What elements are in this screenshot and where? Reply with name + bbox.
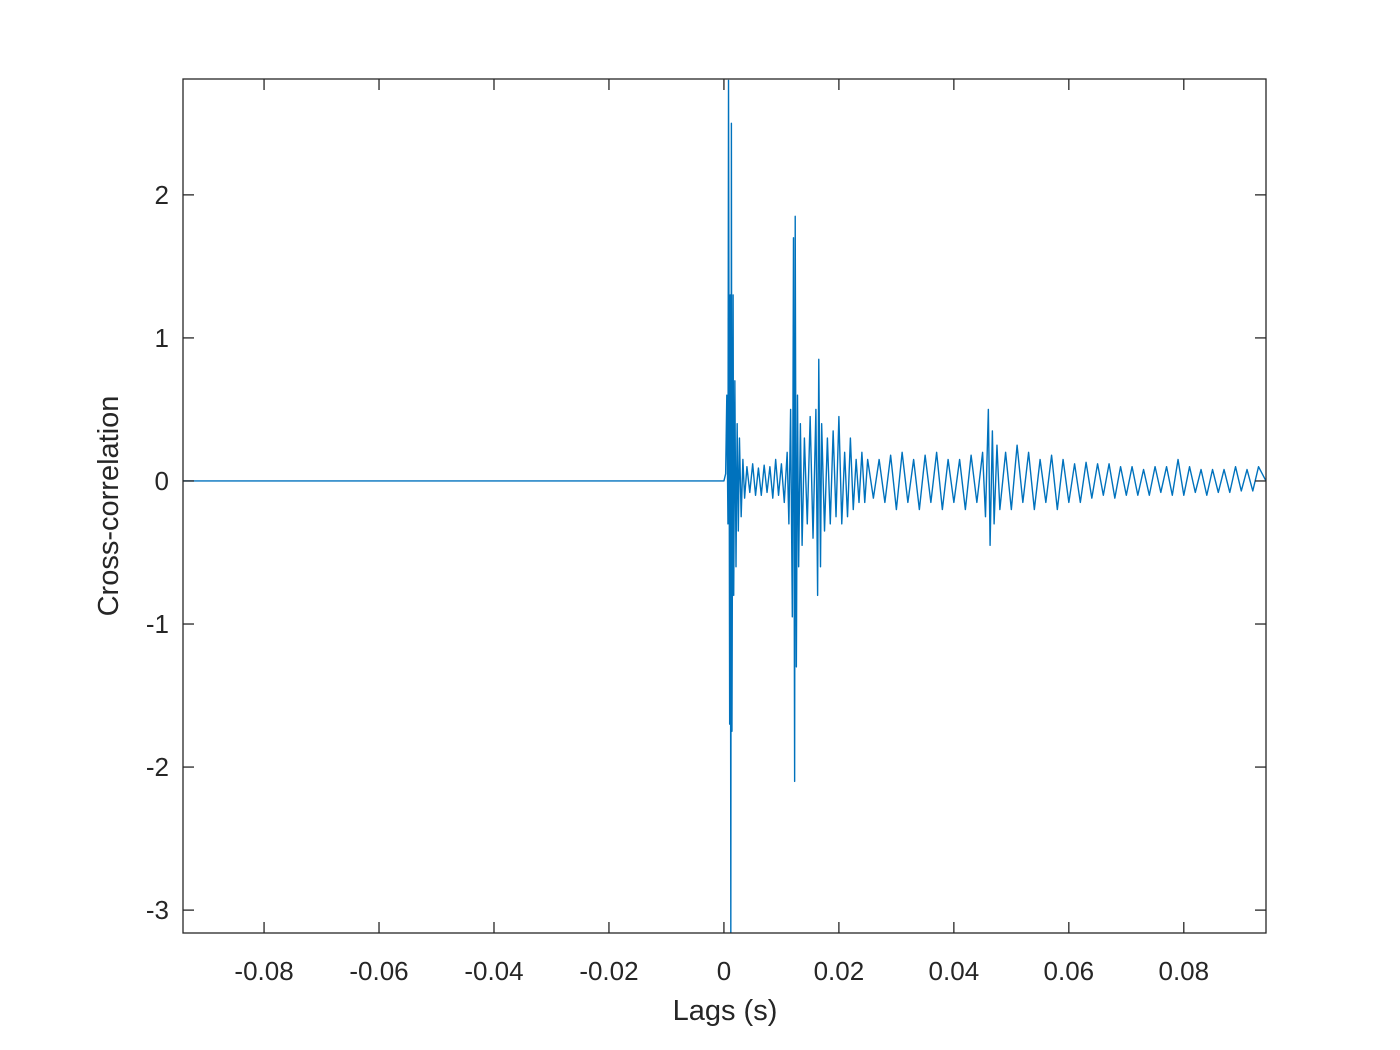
x-tick-label: -0.06: [349, 956, 408, 986]
y-tick-label: -3: [146, 895, 169, 925]
y-tick-label: 2: [155, 180, 169, 210]
x-tick-label: -0.08: [234, 956, 293, 986]
y-tick-label: -1: [146, 609, 169, 639]
x-tick-label: 0.08: [1158, 956, 1209, 986]
x-tick-label: 0.02: [814, 956, 865, 986]
x-tick-label: -0.04: [464, 956, 523, 986]
data-line: [183, 79, 1266, 933]
x-axis-label: Lags (s): [673, 995, 778, 1027]
y-tick-label: -2: [146, 752, 169, 782]
x-tick-label: 0.06: [1044, 956, 1095, 986]
y-tick-label: 0: [155, 466, 169, 496]
y-axis-label: Cross-correlation: [93, 396, 125, 617]
plot-clip-group: [183, 79, 1266, 933]
x-tick-label: -0.02: [579, 956, 638, 986]
y-tick-label: 1: [155, 323, 169, 353]
x-tick-label: 0.04: [929, 956, 980, 986]
x-tick-label: 0: [717, 956, 731, 986]
